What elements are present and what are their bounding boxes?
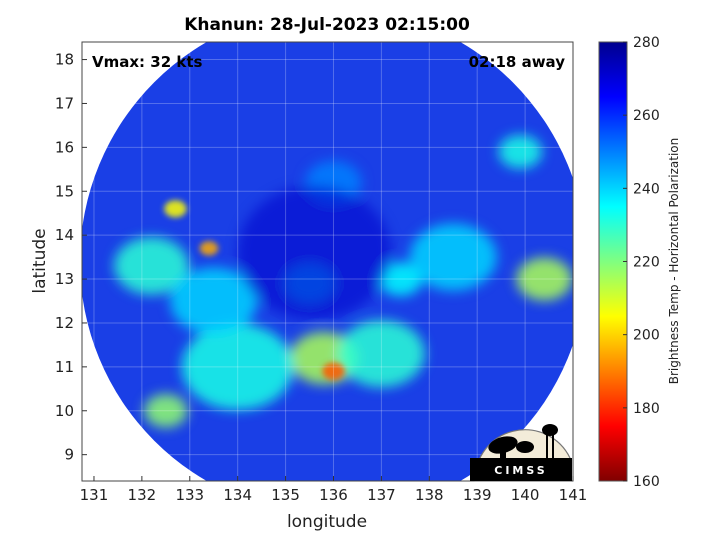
x-tick-138: 138: [415, 486, 444, 504]
logo-banner: [470, 458, 572, 481]
colorbar-tick-280: 280: [633, 35, 660, 51]
tb-feature-8: [337, 320, 425, 388]
tb-feature-4: [516, 257, 573, 301]
heatmap-layer: [82, 42, 573, 481]
water-tower-icon: [542, 424, 558, 436]
tb-feature-0: [322, 362, 345, 380]
tower-leg-left: [546, 434, 548, 462]
tb-feature-9: [378, 262, 423, 296]
vmax-annotation: Vmax: 32 kts: [92, 53, 202, 71]
tb-feature-10: [498, 134, 543, 169]
x-tick-137: 137: [367, 486, 396, 504]
satellite-dish-icon: [488, 436, 518, 454]
colorbar-tick-160: 160: [633, 474, 660, 490]
small-dish-icon: [516, 441, 534, 453]
tb-feature-5: [114, 237, 189, 295]
y-tick-13: 13: [55, 270, 74, 288]
colorbar: [598, 41, 628, 482]
y-tick-15: 15: [55, 182, 74, 200]
x-tick-141: 141: [559, 486, 588, 504]
y-tick-11: 11: [55, 358, 74, 376]
colorbar-tick-220: 220: [633, 255, 660, 271]
x-axis-label: longitude: [287, 512, 367, 532]
y-axis-label: latitude: [30, 228, 50, 293]
colorbar-tick-200: 200: [633, 328, 660, 344]
x-tick-134: 134: [223, 486, 252, 504]
x-axis: 131 132 133 134 135 136 137 138 139 140 141: [80, 476, 588, 504]
colorbar-ticks: 160 180 200 220 240 260 280: [623, 35, 660, 490]
x-tick-136: 136: [319, 486, 348, 504]
grid-lines-overlay: [82, 42, 574, 481]
y-tick-9: 9: [64, 446, 74, 464]
y-axis: 9 10 11 12 13 14 15 16 17 18: [55, 51, 87, 464]
y-tick-10: 10: [55, 402, 74, 420]
colorbar-tick-180: 180: [633, 401, 660, 417]
dish-stand: [500, 448, 506, 462]
y-tick-14: 14: [55, 226, 74, 244]
x-tick-140: 140: [511, 486, 540, 504]
cold-core-region: [237, 185, 391, 320]
tb-feature-11: [409, 223, 497, 291]
y-tick-18: 18: [55, 51, 74, 69]
x-tick-139: 139: [463, 486, 492, 504]
y-tick-12: 12: [55, 314, 74, 332]
x-tick-131: 131: [80, 486, 109, 504]
colorbar-label: Brightness Temp - Horizontal Polarizatio…: [667, 138, 681, 385]
y-tick-17: 17: [55, 94, 74, 112]
x-tick-133: 133: [175, 486, 204, 504]
x-tick-132: 132: [128, 486, 157, 504]
tb-feature-3: [164, 200, 187, 218]
tb-feature-12: [170, 267, 258, 335]
cimss-logo: CIMSS: [470, 424, 572, 482]
y-tick-16: 16: [55, 138, 74, 156]
tb-feature-2: [199, 241, 219, 256]
x-tick-135: 135: [271, 486, 300, 504]
colorbar-tick-240: 240: [633, 181, 660, 197]
tb-feature-6: [144, 393, 188, 428]
tb-feature-7: [181, 323, 294, 410]
plot-frame: [81, 41, 574, 482]
tower-leg-right: [552, 434, 554, 462]
chart-title: Khanun: 28-Jul-2023 02:15:00: [184, 15, 470, 35]
logo-text: CIMSS: [494, 464, 547, 477]
time-away-annotation: 02:18 away: [469, 53, 566, 71]
colorbar-tick-260: 260: [633, 108, 660, 124]
